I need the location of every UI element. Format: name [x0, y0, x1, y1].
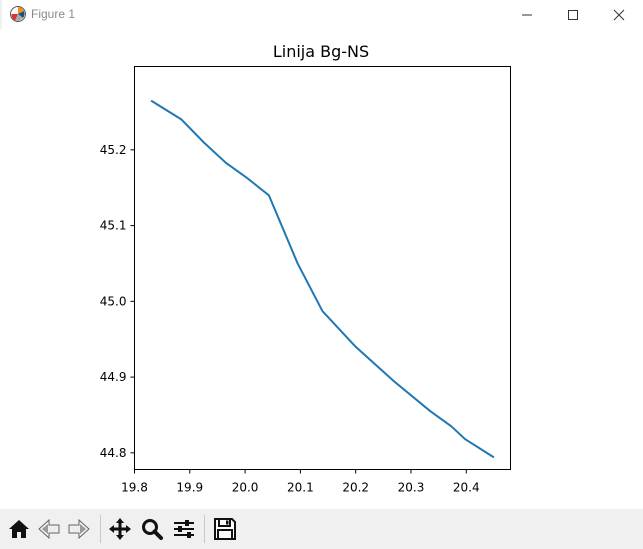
- home-button[interactable]: [5, 515, 33, 543]
- series-line: [150, 99, 495, 459]
- x-tick-label: 20.0: [232, 481, 259, 495]
- x-tick-label: 20.2: [342, 481, 369, 495]
- plot-title: Linija Bg-NS: [273, 42, 369, 61]
- pan-button[interactable]: [106, 515, 134, 543]
- x-tick-label: 20.3: [398, 481, 425, 495]
- minimize-button[interactable]: [504, 0, 550, 29]
- window-titlebar: Figure 1: [0, 0, 643, 29]
- axes-frame: [134, 66, 511, 470]
- x-tick-label: 19.9: [176, 481, 203, 495]
- y-axis: 44.8 44.9 45.0 45.1 45.2: [100, 143, 135, 460]
- x-tick-label: 19.8: [121, 481, 148, 495]
- home-icon: [9, 520, 29, 538]
- close-icon: [613, 9, 625, 21]
- figure-canvas[interactable]: Linija Bg-NS 19.8 19.9 20.0 20.1 20.2 20.3 20.…: [0, 29, 643, 509]
- plot-svg: Linija Bg-NS 19.8 19.9 20.0 20.1 20.2 20.3 20.…: [100, 42, 511, 495]
- close-button[interactable]: [596, 0, 642, 29]
- toolbar-separator: [100, 515, 101, 543]
- line-series: [150, 99, 495, 459]
- save-disk-icon: [214, 518, 236, 540]
- y-tick-label: 45.2: [100, 143, 127, 157]
- maximize-icon: [568, 10, 578, 20]
- y-tick-label: 45.0: [100, 294, 127, 308]
- back-arrow-icon: [38, 518, 60, 540]
- back-button[interactable]: [35, 515, 63, 543]
- forward-arrow-icon: [68, 518, 90, 540]
- pan-move-icon: [109, 518, 131, 540]
- x-tick-label: 20.4: [453, 481, 480, 495]
- zoom-magnifier-icon: [142, 519, 163, 540]
- x-axis: 19.8 19.9 20.0 20.1 20.2 20.3 20.4: [121, 469, 480, 495]
- window-title: Figure 1: [31, 7, 76, 21]
- configure-subplots-button[interactable]: [170, 515, 198, 543]
- minimize-icon: [522, 14, 532, 16]
- y-tick-label: 44.8: [100, 446, 127, 460]
- maximize-button[interactable]: [550, 0, 596, 29]
- navigation-toolbar: [0, 509, 643, 549]
- configure-subplots-icon: [174, 520, 194, 538]
- x-tick-label: 20.1: [287, 481, 314, 495]
- forward-button[interactable]: [65, 515, 93, 543]
- matplotlib-app-icon: [9, 5, 27, 23]
- y-tick-label: 45.1: [100, 219, 127, 233]
- zoom-button[interactable]: [138, 515, 166, 543]
- toolbar-separator: [204, 515, 205, 543]
- y-tick-label: 44.9: [100, 370, 127, 384]
- save-button[interactable]: [211, 515, 239, 543]
